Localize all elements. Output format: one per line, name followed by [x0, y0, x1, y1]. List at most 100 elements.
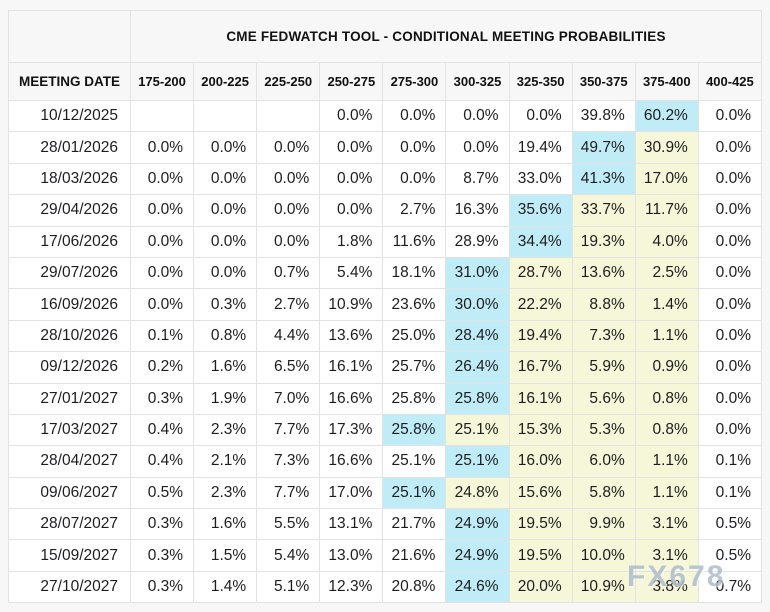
probability-cell: 16.1% [319, 351, 384, 384]
probability-cell: 35.6% [508, 194, 573, 227]
probability-cell: 18.1% [382, 256, 447, 290]
probability-cell: 3.1% [634, 539, 699, 572]
meeting-date-cell: 17/06/2026 [8, 225, 131, 258]
probability-cell [256, 99, 321, 133]
table-row: 18/03/2026 0.0% 0.0% 0.0% 0.0% 0.0% 8.7% 33.0% 4… [8, 162, 763, 196]
column-header-row: MEETING DATE 175-200 200-225 225-250 250-27… [8, 62, 763, 101]
meeting-date-cell: 18/03/2026 [8, 162, 131, 196]
probability-cell: 0.0% [129, 288, 195, 321]
probability-cell: 0.3% [129, 539, 195, 572]
corner-cell [8, 10, 131, 63]
probability-cell: 17.0% [319, 476, 384, 510]
probability-cell: 28.9% [445, 225, 510, 258]
probability-cell: 28.7% [508, 256, 573, 290]
probability-cell: 0.0% [193, 256, 258, 290]
probability-cell: 0.0% [697, 288, 763, 321]
probability-cell: 0.5% [129, 476, 195, 510]
probability-cell: 4.4% [256, 319, 321, 353]
meeting-date-cell: 29/04/2026 [8, 194, 131, 227]
meeting-date-cell: 28/04/2027 [8, 445, 131, 478]
table-row: 15/09/2027 0.3% 1.5% 5.4% 13.0% 21.6% 24.9% 19.… [8, 539, 763, 572]
probability-cell: 0.9% [634, 351, 699, 384]
probability-cell: 16.6% [319, 382, 384, 415]
probability-cell: 2.7% [382, 194, 447, 227]
probability-cell: 0.0% [256, 194, 321, 227]
probability-cell: 0.0% [382, 131, 447, 164]
probability-cell: 0.0% [256, 131, 321, 164]
probability-cell: 0.0% [129, 194, 195, 227]
probability-cell: 28.4% [445, 319, 510, 353]
rate-range-header: 200-225 [193, 62, 258, 101]
probability-cell: 5.6% [571, 382, 636, 415]
table-row: 28/04/2027 0.4% 2.1% 7.3% 16.6% 25.1% 25.1% 16.… [8, 445, 763, 478]
probability-cell: 0.0% [319, 99, 384, 133]
probability-cell: 0.0% [256, 225, 321, 258]
probability-cell: 24.8% [445, 476, 510, 510]
rate-range-header: 225-250 [256, 62, 321, 101]
probability-cell: 0.0% [697, 382, 763, 415]
table-head: CME FEDWATCH TOOL - CONDITIONAL MEETING … [8, 10, 763, 101]
probability-cell: 19.4% [508, 319, 573, 353]
probability-cell: 13.6% [319, 319, 384, 353]
probability-cell: 10.9% [571, 570, 636, 604]
probability-cell: 25.8% [382, 413, 447, 447]
probability-cell: 2.7% [256, 288, 321, 321]
probability-cell: 5.4% [256, 539, 321, 572]
probability-cell: 2.5% [634, 256, 699, 290]
probability-cell: 1.9% [193, 382, 258, 415]
meeting-date-cell: 17/03/2027 [8, 413, 131, 447]
probability-cell: 25.1% [445, 445, 510, 478]
probability-cell: 23.6% [382, 288, 447, 321]
table-row: 16/09/2026 0.0% 0.3% 2.7% 10.9% 23.6% 30.0% 22.… [8, 288, 763, 321]
probability-cell: 7.0% [256, 382, 321, 415]
probability-cell: 21.7% [382, 508, 447, 541]
probability-cell: 11.6% [382, 225, 447, 258]
probability-cell: 0.0% [697, 319, 763, 353]
probability-cell: 0.4% [129, 445, 195, 478]
probability-cell: 5.5% [256, 508, 321, 541]
meeting-date-cell: 09/12/2026 [8, 351, 131, 384]
probability-cell: 25.0% [382, 319, 447, 353]
probability-cell: 5.8% [571, 476, 636, 510]
probability-cell: 33.0% [508, 162, 573, 196]
probability-cell: 0.3% [129, 508, 195, 541]
probability-cell: 5.9% [571, 351, 636, 384]
probability-cell: 22.2% [508, 288, 573, 321]
probability-cell: 19.4% [508, 131, 573, 164]
rate-range-header: 250-275 [319, 62, 384, 101]
probability-cell: 41.3% [571, 162, 636, 196]
probability-cell: 1.6% [193, 508, 258, 541]
meeting-date-cell: 09/06/2027 [8, 476, 131, 510]
probability-cell: 7.7% [256, 413, 321, 447]
probability-cell: 16.6% [319, 445, 384, 478]
probability-cell: 15.6% [508, 476, 573, 510]
probability-cell: 25.1% [382, 445, 447, 478]
probability-cell: 0.3% [193, 288, 258, 321]
probability-cell: 5.4% [319, 256, 384, 290]
probability-cell: 1.4% [193, 570, 258, 604]
probability-cell: 7.3% [256, 445, 321, 478]
probability-cell: 25.8% [382, 382, 447, 415]
probability-cell: 0.0% [697, 225, 763, 258]
probability-cell: 0.8% [193, 319, 258, 353]
probability-cell: 19.3% [571, 225, 636, 258]
probability-cell: 12.3% [319, 570, 384, 604]
probability-cell: 39.8% [571, 99, 636, 133]
probability-cell: 8.8% [571, 288, 636, 321]
probability-cell: 4.0% [634, 225, 699, 258]
table-row: 29/04/2026 0.0% 0.0% 0.0% 0.0% 2.7% 16.3% 35.6%… [8, 194, 763, 227]
probability-cell: 1.5% [193, 539, 258, 572]
rate-range-header: 325-350 [508, 62, 573, 101]
probability-cell: 6.5% [256, 351, 321, 384]
probability-cell: 0.0% [382, 162, 447, 196]
table-title: CME FEDWATCH TOOL - CONDITIONAL MEETING … [130, 10, 762, 63]
probability-cell: 13.1% [319, 508, 384, 541]
probability-cell: 7.7% [256, 476, 321, 510]
meeting-date-cell: 27/01/2027 [8, 382, 131, 415]
table-row: 27/10/2027 0.3% 1.4% 5.1% 12.3% 20.8% 24.6% 20.… [8, 570, 763, 604]
probability-cell: 25.8% [445, 382, 510, 415]
probability-cell: 0.0% [508, 99, 573, 133]
probability-cell: 21.6% [382, 539, 447, 572]
probability-cell: 0.0% [319, 194, 384, 227]
probability-cell: 25.1% [382, 476, 447, 510]
